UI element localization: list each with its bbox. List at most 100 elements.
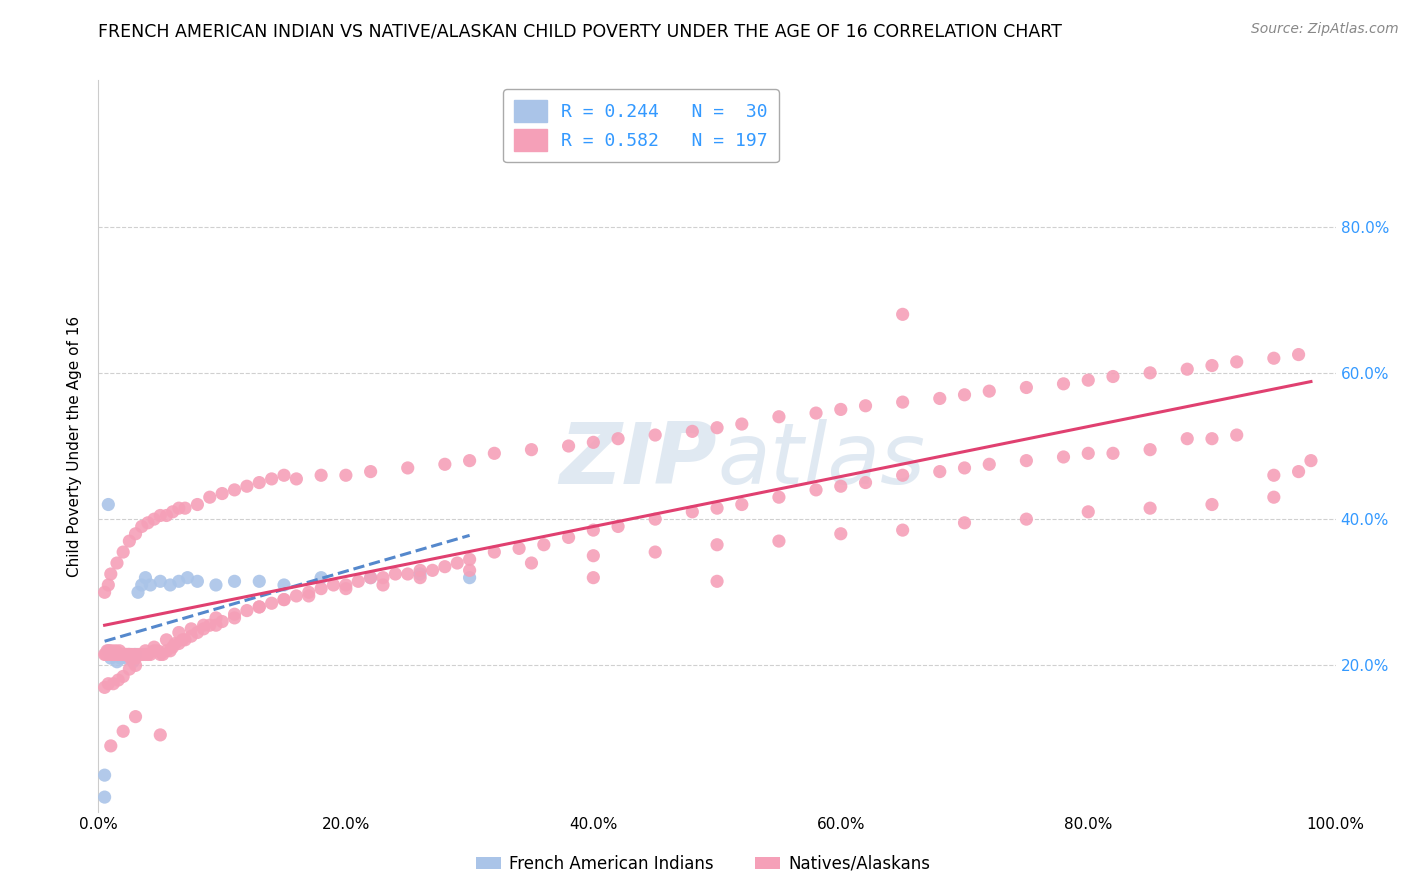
Point <box>122 655 145 669</box>
Point <box>167 636 190 650</box>
Point <box>155 632 177 647</box>
Point <box>97 676 120 690</box>
Point <box>117 648 139 662</box>
Point <box>768 534 790 549</box>
Point <box>309 468 332 483</box>
Point <box>409 571 432 585</box>
Point <box>520 442 543 457</box>
Point <box>110 648 132 662</box>
Point <box>112 648 135 662</box>
Point <box>224 574 246 589</box>
Point <box>118 648 141 662</box>
Point <box>124 651 146 665</box>
Point <box>1288 465 1310 479</box>
Point <box>167 625 190 640</box>
Point <box>644 545 666 559</box>
Point <box>1201 498 1223 512</box>
Point <box>112 648 135 662</box>
Text: atlas: atlas <box>717 419 925 502</box>
Point <box>928 392 950 406</box>
Point <box>953 461 976 475</box>
Point <box>124 526 146 541</box>
Point <box>335 468 357 483</box>
Point <box>706 538 728 552</box>
Point <box>186 498 208 512</box>
Point <box>149 574 172 589</box>
Point <box>127 648 149 662</box>
Point <box>1201 359 1223 373</box>
Point <box>360 465 382 479</box>
Point <box>347 574 370 589</box>
Point <box>557 439 579 453</box>
Point <box>273 578 295 592</box>
Y-axis label: Child Poverty Under the Age of 16: Child Poverty Under the Age of 16 <box>67 316 83 576</box>
Point <box>100 651 122 665</box>
Point <box>122 651 145 665</box>
Point <box>1201 432 1223 446</box>
Point <box>143 640 166 655</box>
Point <box>124 648 146 662</box>
Point <box>582 435 605 450</box>
Point <box>260 596 283 610</box>
Point <box>97 498 120 512</box>
Point <box>167 574 190 589</box>
Point <box>360 571 382 585</box>
Point <box>236 603 259 617</box>
Point <box>953 388 976 402</box>
Point <box>1263 351 1285 366</box>
Point <box>97 648 120 662</box>
Point <box>124 648 146 662</box>
Point <box>131 519 153 533</box>
Point <box>371 571 394 585</box>
Point <box>105 648 128 662</box>
Point <box>360 571 382 585</box>
Point <box>107 673 129 687</box>
Point <box>114 648 136 662</box>
Point <box>176 571 198 585</box>
Point <box>804 406 827 420</box>
Point <box>112 545 135 559</box>
Point <box>115 648 138 662</box>
Point <box>891 468 914 483</box>
Text: FRENCH AMERICAN INDIAN VS NATIVE/ALASKAN CHILD POVERTY UNDER THE AGE OF 16 CORRE: FRENCH AMERICAN INDIAN VS NATIVE/ALASKAN… <box>98 22 1063 40</box>
Point <box>124 658 146 673</box>
Point <box>211 486 233 500</box>
Point <box>93 768 115 782</box>
Point <box>891 307 914 321</box>
Point <box>136 648 159 662</box>
Point <box>433 458 456 472</box>
Point <box>396 567 419 582</box>
Point <box>93 790 115 805</box>
Point <box>205 578 228 592</box>
Point <box>1102 369 1125 384</box>
Point <box>143 644 166 658</box>
Point <box>520 556 543 570</box>
Point <box>205 618 228 632</box>
Point <box>94 648 117 662</box>
Point <box>458 571 481 585</box>
Point <box>891 395 914 409</box>
Point <box>731 417 754 431</box>
Point <box>644 512 666 526</box>
Point <box>162 640 184 655</box>
Point <box>953 516 976 530</box>
Point <box>582 549 605 563</box>
Point <box>155 508 177 523</box>
Point <box>1052 450 1074 464</box>
Point <box>1015 512 1038 526</box>
Point <box>1226 428 1249 442</box>
Legend: French American Indians, Natives/Alaskans: French American Indians, Natives/Alaskan… <box>468 848 938 880</box>
Point <box>1139 442 1161 457</box>
Point <box>108 644 131 658</box>
Point <box>120 651 142 665</box>
Point <box>928 465 950 479</box>
Point <box>1263 468 1285 483</box>
Point <box>110 651 132 665</box>
Point <box>706 574 728 589</box>
Point <box>198 618 221 632</box>
Point <box>681 425 703 439</box>
Point <box>830 402 852 417</box>
Point <box>508 541 530 556</box>
Point <box>273 468 295 483</box>
Point <box>103 648 125 662</box>
